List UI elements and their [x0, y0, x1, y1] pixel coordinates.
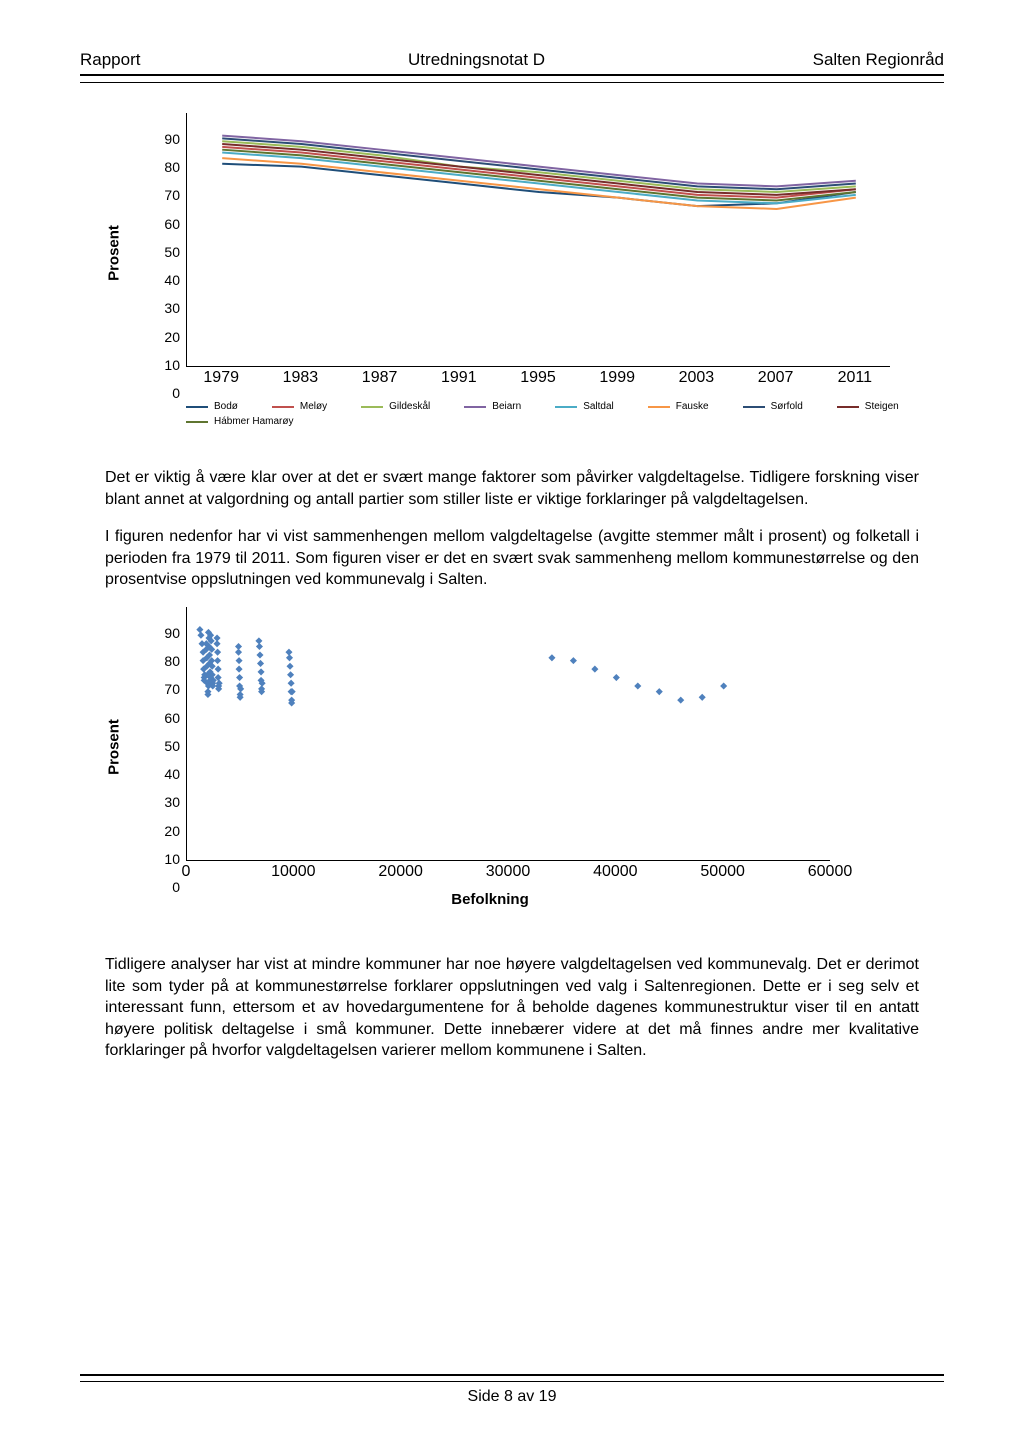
chart2-ylabel: Prosent — [105, 719, 122, 775]
chart2-ytick: 30 — [140, 794, 180, 810]
chart1-xtick: 2011 — [838, 369, 872, 387]
chart2-ytick: 50 — [140, 738, 180, 754]
chart2-xtick: 30000 — [486, 863, 531, 881]
paragraph-1: Det er viktig å være klar over at det er… — [105, 467, 919, 510]
chart2-xtick: 10000 — [271, 863, 316, 881]
chart1-ytick: 50 — [140, 244, 180, 260]
chart1-xtick: 2007 — [758, 369, 794, 387]
paragraph-3: Tidligere analyser har vist at mindre ko… — [105, 954, 919, 1062]
chart1-xtick: 1987 — [362, 369, 398, 387]
header-left: Rapport — [80, 50, 140, 70]
chart1-xtick: 1995 — [520, 369, 556, 387]
page-footer: Side 8 av 19 — [80, 1374, 944, 1406]
legend-swatch — [837, 406, 859, 408]
chart2-xtick: 0 — [182, 863, 191, 881]
chart1-xtick: 1979 — [203, 369, 239, 387]
chart2-xtick: 20000 — [378, 863, 423, 881]
chart1-ytick: 60 — [140, 216, 180, 232]
legend-label: Sørfold — [771, 401, 803, 412]
footer-page-number: Side 8 av 19 — [80, 1388, 944, 1406]
chart2-ytick: 60 — [140, 710, 180, 726]
chart2: Prosent 0100002000030000400005000060000 … — [140, 607, 944, 908]
chart1-ylabel: Prosent — [105, 225, 122, 281]
chart2-ytick: 80 — [140, 653, 180, 669]
legend-swatch — [464, 406, 486, 408]
legend-label: Beiarn — [492, 401, 521, 412]
legend-item: Saltdal — [555, 401, 614, 412]
legend-swatch — [186, 421, 208, 423]
legend-item: Beiarn — [464, 401, 521, 412]
chart1-xtick: 1983 — [283, 369, 319, 387]
legend-label: Bodø — [214, 401, 238, 412]
chart1-ytick: 10 — [140, 357, 180, 373]
chart2-ytick: 0 — [140, 879, 180, 895]
chart1-ytick: 90 — [140, 131, 180, 147]
footer-rule-1 — [80, 1374, 944, 1376]
chart1-ytick: 70 — [140, 187, 180, 203]
legend-item: Bodø — [186, 401, 238, 412]
body-text-1: Det er viktig å være klar over at det er… — [105, 467, 919, 591]
legend-label: Steigen — [865, 401, 899, 412]
legend-item: Fauske — [648, 401, 709, 412]
legend-label: Fauske — [676, 401, 709, 412]
chart2-xticks: 0100002000030000400005000060000 — [186, 861, 830, 887]
chart2-ytick: 20 — [140, 823, 180, 839]
chart1-ytick: 80 — [140, 159, 180, 175]
chart1-ytick: 30 — [140, 300, 180, 316]
chart2-xtick: 60000 — [808, 863, 853, 881]
legend-label: Saltdal — [583, 401, 614, 412]
chart1-xtick: 1991 — [441, 369, 477, 387]
chart2-xtick: 40000 — [593, 863, 638, 881]
page-header: Rapport Utredningsnotat D Salten Regionr… — [80, 50, 944, 76]
chart2-xtick: 50000 — [700, 863, 745, 881]
header-center: Utredningsnotat D — [408, 50, 545, 70]
footer-rule-2 — [80, 1381, 944, 1382]
header-right: Salten Regionråd — [813, 50, 944, 70]
legend-swatch — [648, 406, 670, 408]
chart2-ytick: 70 — [140, 681, 180, 697]
legend-item: Gildeskål — [361, 401, 430, 412]
chart2-ytick: 40 — [140, 766, 180, 782]
chart1-legend: Bodø Meløy Gildeskål Beiarn Saltdal Fauske Sør… — [186, 401, 944, 427]
legend-item: Meløy — [272, 401, 327, 412]
legend-label: Gildeskål — [389, 401, 430, 412]
header-rule — [80, 82, 944, 83]
chart2-plot — [186, 607, 830, 861]
chart2-ytick: 90 — [140, 625, 180, 641]
legend-swatch — [361, 406, 383, 408]
legend-swatch — [272, 406, 294, 408]
chart2-xlabel: Befolkning — [140, 891, 840, 908]
chart1-xtick: 1999 — [599, 369, 635, 387]
chart1: Prosent 19791983198719911995199920032007… — [140, 113, 944, 427]
legend-swatch — [743, 406, 765, 408]
legend-item: Sørfold — [743, 401, 803, 412]
legend-label: Meløy — [300, 401, 327, 412]
chart1-xtick: 2003 — [679, 369, 715, 387]
chart1-plot — [186, 113, 890, 367]
chart1-ytick: 40 — [140, 272, 180, 288]
chart1-xticks: 1979 1983 1987 1991 1995 1999 2003 2007 2011 — [186, 367, 890, 393]
body-text-2: Tidligere analyser har vist at mindre ko… — [105, 954, 919, 1062]
legend-swatch — [186, 406, 208, 408]
chart1-ytick: 20 — [140, 329, 180, 345]
legend-swatch — [555, 406, 577, 408]
legend-item: Steigen — [837, 401, 899, 412]
legend-label: Hábmer Hamarøy — [214, 416, 293, 427]
legend-item: Hábmer Hamarøy — [186, 416, 293, 427]
chart1-ytick: 0 — [140, 385, 180, 401]
chart2-ytick: 10 — [140, 851, 180, 867]
paragraph-2: I figuren nedenfor har vi vist sammenhen… — [105, 526, 919, 591]
